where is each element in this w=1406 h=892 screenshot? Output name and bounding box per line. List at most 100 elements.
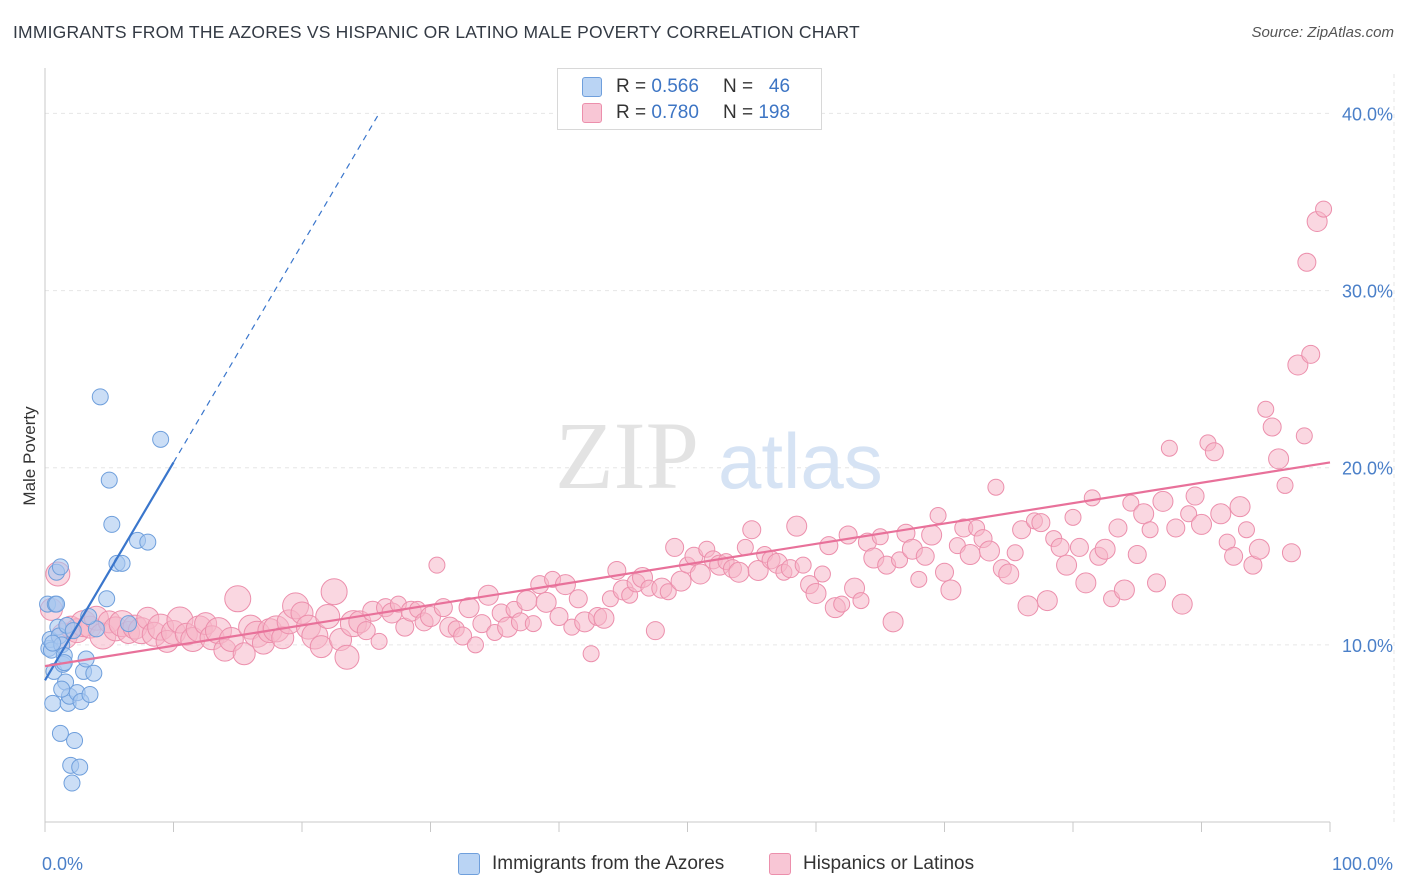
- point-hispanics: [1301, 344, 1321, 364]
- point-hispanics: [1031, 513, 1051, 533]
- point-hispanics: [535, 591, 557, 613]
- point-azores: [63, 774, 81, 792]
- axes: [44, 68, 1331, 832]
- legend-n-label: N =: [722, 102, 754, 123]
- watermark: ZIP atlas: [555, 402, 883, 509]
- point-hispanics: [568, 589, 588, 609]
- point-hispanics: [1036, 590, 1058, 612]
- point-hispanics: [1166, 518, 1186, 538]
- point-hispanics: [1152, 490, 1174, 512]
- point-hispanics: [1210, 503, 1232, 525]
- point-hispanics: [1237, 521, 1255, 539]
- legend-r-value: 0.566: [651, 76, 699, 97]
- point-hispanics: [838, 525, 858, 545]
- point-hispanics: [593, 607, 615, 629]
- point-azores: [98, 590, 116, 608]
- x-tick-label: 0.0%: [42, 854, 83, 874]
- watermark-zip: ZIP: [555, 402, 699, 509]
- chart-title: IMMIGRANTS FROM THE AZORES VS HISPANIC O…: [13, 22, 860, 42]
- point-azores: [71, 758, 89, 776]
- point-azores: [87, 620, 105, 638]
- y-tick-label: 30.0%: [1342, 282, 1393, 302]
- point-hispanics: [334, 644, 360, 670]
- point-hispanics: [315, 604, 341, 630]
- point-hispanics: [1315, 200, 1333, 218]
- point-azores: [44, 634, 62, 652]
- point-azores: [51, 724, 69, 742]
- point-hispanics: [232, 642, 256, 666]
- legend-row-azores: R = 0.566 N = 46: [582, 75, 790, 99]
- point-hispanics: [742, 520, 762, 540]
- point-azores: [120, 615, 138, 633]
- legend-r-label: R =: [616, 102, 647, 123]
- point-hispanics: [1262, 417, 1282, 437]
- point-hispanics: [1248, 538, 1270, 560]
- point-azores: [152, 430, 170, 448]
- point-hispanics: [871, 528, 889, 546]
- trend-line-azores-extension: [172, 113, 380, 463]
- point-hispanics: [453, 626, 473, 646]
- point-hispanics: [1297, 252, 1317, 272]
- point-azores: [139, 533, 157, 551]
- point-hispanics: [852, 592, 870, 610]
- watermark-atlas: atlas: [718, 417, 883, 505]
- point-hispanics: [978, 540, 1000, 562]
- point-azores: [91, 388, 109, 406]
- point-hispanics: [1171, 593, 1193, 615]
- point-hispanics: [915, 546, 935, 566]
- point-hispanics: [1141, 521, 1159, 539]
- point-azores: [81, 685, 99, 703]
- point-hispanics: [1185, 486, 1205, 506]
- point-hispanics: [1113, 579, 1135, 601]
- bottom-legend-swatch-pink: [769, 853, 791, 875]
- point-hispanics: [959, 544, 981, 566]
- bottom-legend-label-hispanics: Hispanics or Latinos: [803, 853, 975, 874]
- point-azores: [48, 595, 66, 613]
- point-hispanics: [1133, 503, 1155, 525]
- trend-line-hispanics: [44, 461, 1331, 668]
- point-hispanics: [786, 515, 808, 537]
- point-hispanics: [670, 570, 692, 592]
- trend-lines: [44, 113, 1331, 681]
- correlation-legend: R = 0.566 N = 46 R = 0.780 N = 198: [557, 68, 822, 130]
- point-hispanics: [1012, 520, 1032, 540]
- point-hispanics: [1180, 505, 1198, 523]
- point-hispanics: [524, 615, 542, 633]
- point-hispanics: [833, 595, 851, 613]
- point-hispanics: [1094, 538, 1116, 560]
- point-hispanics: [356, 621, 376, 641]
- point-hispanics: [466, 636, 484, 654]
- legend-n-value: 198: [758, 102, 791, 123]
- point-hispanics: [891, 551, 909, 569]
- legend-n-value: 46: [768, 76, 791, 97]
- point-hispanics: [1281, 543, 1301, 563]
- point-hispanics: [1069, 537, 1089, 557]
- point-azores: [85, 664, 103, 682]
- point-hispanics: [805, 582, 827, 604]
- bottom-legend-swatch-blue: [458, 853, 480, 875]
- point-hispanics: [794, 556, 812, 574]
- point-hispanics: [935, 562, 954, 582]
- legend-r-value: 0.780: [651, 102, 699, 123]
- point-hispanics: [1064, 508, 1082, 526]
- point-azores: [103, 515, 121, 533]
- point-hispanics: [1006, 544, 1024, 562]
- legend-row-hispanics: R = 0.780 N = 198: [582, 101, 790, 125]
- point-hispanics: [224, 585, 252, 613]
- point-hispanics: [1160, 439, 1178, 457]
- x-tick-label: 100.0%: [1332, 854, 1393, 874]
- y-tick-label: 20.0%: [1342, 459, 1393, 479]
- point-hispanics: [1075, 572, 1097, 594]
- point-hispanics: [689, 563, 711, 585]
- point-hispanics: [1204, 442, 1224, 462]
- point-hispanics: [1083, 489, 1101, 507]
- legend-n-label: N =: [722, 76, 754, 97]
- point-hispanics: [582, 645, 600, 663]
- point-hispanics: [549, 607, 569, 627]
- point-hispanics: [1050, 537, 1070, 557]
- point-hispanics: [1229, 496, 1251, 518]
- point-hispanics: [320, 578, 348, 606]
- bottom-legend-label-azores: Immigrants from the Azores: [492, 853, 725, 874]
- point-hispanics: [1147, 573, 1167, 593]
